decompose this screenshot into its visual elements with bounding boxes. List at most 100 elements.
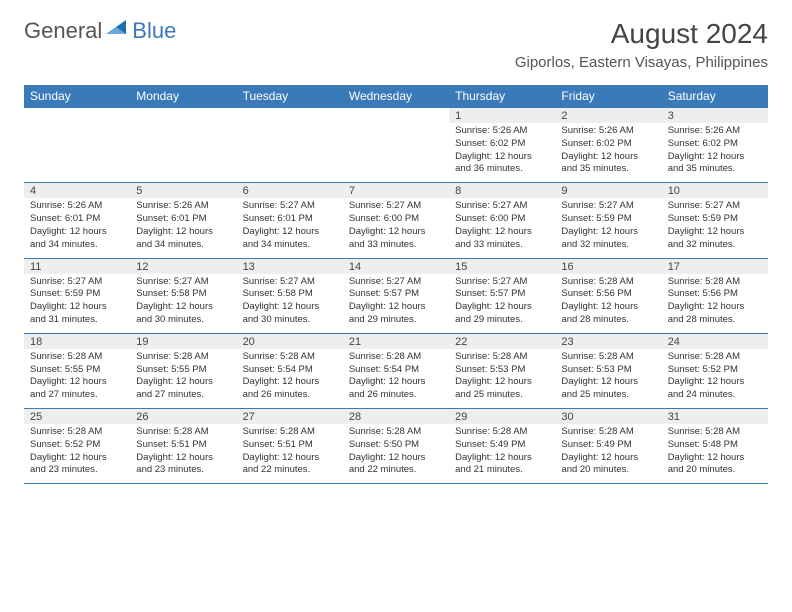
- calendar-week: 25262728293031Sunrise: 5:28 AMSunset: 5:…: [24, 409, 768, 484]
- day-detail-cell: Sunrise: 5:27 AMSunset: 5:58 PMDaylight:…: [130, 274, 236, 334]
- day-detail-cell: Sunrise: 5:28 AMSunset: 5:54 PMDaylight:…: [237, 349, 343, 409]
- sunset-text: Sunset: 5:52 PM: [30, 439, 124, 452]
- daylight-text: Daylight: 12 hours and 29 minutes.: [455, 301, 549, 327]
- day-detail-cell: [237, 123, 343, 183]
- day-detail-cell: Sunrise: 5:27 AMSunset: 6:01 PMDaylight:…: [237, 198, 343, 258]
- daylight-text: Daylight: 12 hours and 25 minutes.: [561, 376, 655, 402]
- daylight-text: Daylight: 12 hours and 33 minutes.: [349, 226, 443, 252]
- day-detail-row: Sunrise: 5:26 AMSunset: 6:02 PMDaylight:…: [24, 123, 768, 183]
- day-number-cell: 19: [130, 333, 236, 349]
- sunset-text: Sunset: 5:58 PM: [136, 288, 230, 301]
- daylight-text: Daylight: 12 hours and 27 minutes.: [30, 376, 124, 402]
- day-detail-cell: Sunrise: 5:28 AMSunset: 5:56 PMDaylight:…: [662, 274, 768, 334]
- day-detail-cell: Sunrise: 5:28 AMSunset: 5:55 PMDaylight:…: [24, 349, 130, 409]
- daylight-text: Daylight: 12 hours and 25 minutes.: [455, 376, 549, 402]
- day-number-cell: 18: [24, 333, 130, 349]
- day-detail-row: Sunrise: 5:28 AMSunset: 5:55 PMDaylight:…: [24, 349, 768, 409]
- day-number-cell: 8: [449, 183, 555, 199]
- day-number-cell: 30: [555, 409, 661, 425]
- sunset-text: Sunset: 6:02 PM: [455, 138, 549, 151]
- day-detail-cell: [24, 123, 130, 183]
- sunset-text: Sunset: 6:01 PM: [136, 213, 230, 226]
- daylight-text: Daylight: 12 hours and 30 minutes.: [243, 301, 337, 327]
- sunrise-text: Sunrise: 5:27 AM: [455, 276, 549, 289]
- day-detail-row: Sunrise: 5:26 AMSunset: 6:01 PMDaylight:…: [24, 198, 768, 258]
- sunrise-text: Sunrise: 5:27 AM: [349, 276, 443, 289]
- day-number-cell: 2: [555, 108, 661, 124]
- sunset-text: Sunset: 5:51 PM: [136, 439, 230, 452]
- day-detail-cell: Sunrise: 5:26 AMSunset: 6:01 PMDaylight:…: [24, 198, 130, 258]
- sunrise-text: Sunrise: 5:28 AM: [136, 426, 230, 439]
- day-detail-cell: [130, 123, 236, 183]
- day-detail-cell: Sunrise: 5:27 AMSunset: 6:00 PMDaylight:…: [449, 198, 555, 258]
- calendar-week: 18192021222324Sunrise: 5:28 AMSunset: 5:…: [24, 333, 768, 408]
- sunrise-text: Sunrise: 5:26 AM: [136, 200, 230, 213]
- sunset-text: Sunset: 5:59 PM: [668, 213, 762, 226]
- day-number-row: 11121314151617: [24, 258, 768, 274]
- daylight-text: Daylight: 12 hours and 27 minutes.: [136, 376, 230, 402]
- day-number-cell: 16: [555, 258, 661, 274]
- daylight-text: Daylight: 12 hours and 34 minutes.: [136, 226, 230, 252]
- day-number-cell: 22: [449, 333, 555, 349]
- sunrise-text: Sunrise: 5:26 AM: [455, 125, 549, 138]
- daylight-text: Daylight: 12 hours and 33 minutes.: [455, 226, 549, 252]
- day-number-cell: 17: [662, 258, 768, 274]
- sunset-text: Sunset: 5:49 PM: [561, 439, 655, 452]
- daylight-text: Daylight: 12 hours and 31 minutes.: [30, 301, 124, 327]
- sunrise-text: Sunrise: 5:28 AM: [30, 351, 124, 364]
- sunrise-text: Sunrise: 5:28 AM: [668, 276, 762, 289]
- sunrise-text: Sunrise: 5:28 AM: [30, 426, 124, 439]
- day-detail-row: Sunrise: 5:28 AMSunset: 5:52 PMDaylight:…: [24, 424, 768, 484]
- day-number-cell: 21: [343, 333, 449, 349]
- day-number-cell: [237, 108, 343, 124]
- day-number-cell: 28: [343, 409, 449, 425]
- daylight-text: Daylight: 12 hours and 20 minutes.: [668, 452, 762, 478]
- day-detail-cell: Sunrise: 5:26 AMSunset: 6:02 PMDaylight:…: [555, 123, 661, 183]
- calendar-week: 123Sunrise: 5:26 AMSunset: 6:02 PMDaylig…: [24, 108, 768, 183]
- sunrise-text: Sunrise: 5:27 AM: [561, 200, 655, 213]
- day-header-row: Sunday Monday Tuesday Wednesday Thursday…: [24, 85, 768, 108]
- day-number-cell: 25: [24, 409, 130, 425]
- day-header-friday: Friday: [555, 85, 661, 108]
- day-detail-cell: Sunrise: 5:28 AMSunset: 5:56 PMDaylight:…: [555, 274, 661, 334]
- day-detail-cell: Sunrise: 5:28 AMSunset: 5:52 PMDaylight:…: [662, 349, 768, 409]
- brand-word-2: Blue: [132, 18, 176, 44]
- title-block: August 2024 Giporlos, Eastern Visayas, P…: [515, 18, 768, 71]
- sunrise-text: Sunrise: 5:28 AM: [243, 426, 337, 439]
- month-title: August 2024: [515, 18, 768, 50]
- daylight-text: Daylight: 12 hours and 35 minutes.: [561, 151, 655, 177]
- day-number-cell: 4: [24, 183, 130, 199]
- sunset-text: Sunset: 6:01 PM: [30, 213, 124, 226]
- day-number-cell: 26: [130, 409, 236, 425]
- day-number-cell: 20: [237, 333, 343, 349]
- day-number-row: 25262728293031: [24, 409, 768, 425]
- daylight-text: Daylight: 12 hours and 23 minutes.: [30, 452, 124, 478]
- day-detail-cell: Sunrise: 5:27 AMSunset: 5:57 PMDaylight:…: [449, 274, 555, 334]
- sunset-text: Sunset: 6:00 PM: [349, 213, 443, 226]
- sunset-text: Sunset: 6:00 PM: [455, 213, 549, 226]
- day-number-cell: [343, 108, 449, 124]
- daylight-text: Daylight: 12 hours and 28 minutes.: [561, 301, 655, 327]
- sunset-text: Sunset: 6:02 PM: [668, 138, 762, 151]
- day-number-cell: 13: [237, 258, 343, 274]
- sunset-text: Sunset: 5:57 PM: [455, 288, 549, 301]
- sunrise-text: Sunrise: 5:28 AM: [349, 426, 443, 439]
- sunset-text: Sunset: 5:49 PM: [455, 439, 549, 452]
- sunrise-text: Sunrise: 5:27 AM: [455, 200, 549, 213]
- day-number-cell: 10: [662, 183, 768, 199]
- location-subtitle: Giporlos, Eastern Visayas, Philippines: [515, 54, 768, 71]
- day-detail-cell: Sunrise: 5:28 AMSunset: 5:49 PMDaylight:…: [449, 424, 555, 484]
- sunset-text: Sunset: 6:01 PM: [243, 213, 337, 226]
- sunrise-text: Sunrise: 5:28 AM: [136, 351, 230, 364]
- day-number-cell: 14: [343, 258, 449, 274]
- day-detail-cell: Sunrise: 5:26 AMSunset: 6:02 PMDaylight:…: [449, 123, 555, 183]
- day-number-cell: [24, 108, 130, 124]
- day-detail-cell: Sunrise: 5:27 AMSunset: 5:59 PMDaylight:…: [662, 198, 768, 258]
- sunset-text: Sunset: 5:55 PM: [30, 364, 124, 377]
- daylight-text: Daylight: 12 hours and 34 minutes.: [30, 226, 124, 252]
- day-number-cell: 24: [662, 333, 768, 349]
- day-detail-cell: Sunrise: 5:27 AMSunset: 5:59 PMDaylight:…: [24, 274, 130, 334]
- day-number-cell: 3: [662, 108, 768, 124]
- page-header: General Blue August 2024 Giporlos, Easte…: [0, 0, 792, 79]
- day-number-cell: 5: [130, 183, 236, 199]
